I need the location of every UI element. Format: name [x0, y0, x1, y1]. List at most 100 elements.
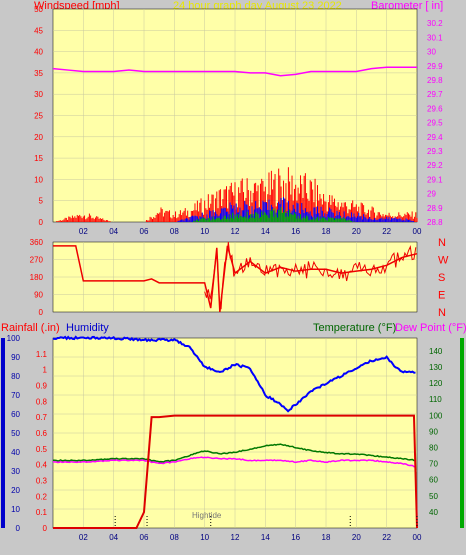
time-tick-label: 20 — [352, 227, 361, 236]
time-tick-label: 12 — [231, 227, 240, 236]
wind-tick-label: 50 — [34, 5, 43, 14]
wind-tick-label: 35 — [34, 69, 43, 78]
time-tick-label: 16 — [291, 227, 300, 236]
direction-compass-label: N — [438, 237, 446, 249]
rain-tick-label: 0.4 — [36, 461, 48, 470]
rain-tick-label: 0.8 — [36, 397, 48, 406]
temperature-tick-label: 60 — [429, 476, 438, 485]
direction-tick-label: 180 — [30, 273, 44, 282]
temperature-tick-label: 140 — [429, 347, 443, 356]
time-tick-label: 14 — [261, 227, 270, 236]
time-tick-label: 02 — [79, 533, 88, 542]
rain-tick-label: 0.6 — [36, 429, 48, 438]
grid-lines — [53, 9, 417, 528]
time-tick-label: 10 — [200, 227, 209, 236]
humidity-tick-label: 30 — [11, 467, 20, 476]
baro-tick-label: 29.3 — [427, 147, 443, 156]
time-tick-label: 08 — [170, 533, 179, 542]
time-tick-label: 22 — [382, 227, 391, 236]
rain-tick-label: 0.3 — [36, 477, 48, 486]
rainfall-line — [53, 414, 418, 529]
direction-compass-label: E — [438, 290, 445, 302]
baro-tick-label: 28.9 — [427, 204, 443, 213]
humidity-tick-label: 90 — [11, 353, 20, 362]
temperature-tick-label: 40 — [429, 508, 438, 517]
humidity-tick-label: 60 — [11, 410, 20, 419]
rain-tick-label: 0.1 — [36, 508, 48, 517]
baro-tick-label: 29.4 — [427, 133, 443, 142]
dewpoint-line — [52, 456, 416, 468]
time-tick-label: 04 — [109, 227, 118, 236]
direction-tick-label: 360 — [30, 238, 44, 247]
wind-tick-label: 40 — [34, 48, 43, 57]
humidity-tick-label: 0 — [16, 524, 21, 533]
time-tick-label: 04 — [109, 533, 118, 542]
hightide-label: Hightide — [192, 511, 222, 520]
baro-tick-label: 29.7 — [427, 90, 443, 99]
baro-tick-label: 30 — [427, 48, 436, 57]
time-tick-label: 16 — [291, 533, 300, 542]
time-tick-label: 00 — [413, 533, 422, 542]
temperature-label: Temperature (°F) — [313, 322, 396, 334]
baro-tick-label: 30.1 — [427, 33, 443, 42]
wind-tick-label: 0 — [39, 218, 44, 227]
temperature-tick-label: 50 — [429, 492, 438, 501]
baro-tick-label: 28.8 — [427, 218, 443, 227]
axis-ticks: 0510152025303540455028.828.92929.129.229… — [7, 5, 449, 542]
time-tick-label: 08 — [170, 227, 179, 236]
humidity-tick-label: 40 — [11, 448, 20, 457]
baro-tick-label: 30.2 — [427, 19, 443, 28]
wind-tick-label: 30 — [34, 90, 43, 99]
time-tick-label: 18 — [322, 227, 331, 236]
temperature-tick-label: 130 — [429, 363, 443, 372]
wind-tick-label: 45 — [34, 26, 43, 35]
baro-tick-label: 29.9 — [427, 62, 443, 71]
wind-tick-label: 10 — [34, 175, 43, 184]
direction-compass-label: N — [438, 307, 446, 319]
humidity-label: Humidity — [66, 322, 109, 334]
direction-compass-label: W — [438, 255, 449, 267]
rain-tick-label: 0 — [43, 524, 48, 533]
rain-tick-label: 0.9 — [36, 382, 48, 391]
temperature-tick-label: 70 — [429, 460, 438, 469]
time-tick-label: 12 — [231, 533, 240, 542]
rain-tick-label: 1.1 — [36, 350, 48, 359]
baro-tick-label: 29.5 — [427, 119, 443, 128]
series-lines — [52, 66, 418, 529]
time-tick-label: 18 — [322, 533, 331, 542]
rain-tick-label: 1 — [43, 366, 48, 375]
temperature-tick-label: 90 — [429, 427, 438, 436]
direction-tick-label: 90 — [34, 291, 43, 300]
humidity-tick-label: 80 — [11, 372, 20, 381]
humidity-tick-label: 10 — [11, 505, 20, 514]
temperature-tick-label: 100 — [429, 411, 443, 420]
time-tick-label: 06 — [140, 227, 149, 236]
time-tick-label: 00 — [413, 227, 422, 236]
humidity-tick-label: 100 — [7, 334, 21, 343]
temperature-scale-bar — [460, 338, 464, 528]
humidity-scale-bar — [1, 338, 5, 528]
temperature-tick-label: 120 — [429, 379, 443, 388]
time-tick-label: 20 — [352, 533, 361, 542]
humidity-tick-label: 70 — [11, 391, 20, 400]
temperature-tick-label: 80 — [429, 443, 438, 452]
wind-tick-label: 5 — [39, 197, 44, 206]
rain-tick-label: 0.7 — [36, 413, 48, 422]
wind-tick-label: 20 — [34, 133, 43, 142]
dewpoint-label: Dew Point (°F) — [395, 322, 466, 334]
direction-compass-label: S — [438, 272, 445, 284]
baro-tick-label: 29.8 — [427, 76, 443, 85]
time-tick-label: 14 — [261, 533, 270, 542]
wind-tick-label: 25 — [34, 112, 43, 121]
baro-tick-label: 29.2 — [427, 161, 443, 170]
baro-tick-label: 29 — [427, 190, 436, 199]
time-tick-label: 10 — [200, 533, 209, 542]
humidity-tick-label: 20 — [11, 486, 20, 495]
rain-tick-label: 0.2 — [36, 492, 48, 501]
direction-tick-label: 270 — [30, 256, 44, 265]
time-tick-label: 02 — [79, 227, 88, 236]
time-tick-label: 06 — [140, 533, 149, 542]
temperature-tick-label: 110 — [429, 395, 442, 404]
baro-tick-label: 29.1 — [427, 175, 443, 184]
